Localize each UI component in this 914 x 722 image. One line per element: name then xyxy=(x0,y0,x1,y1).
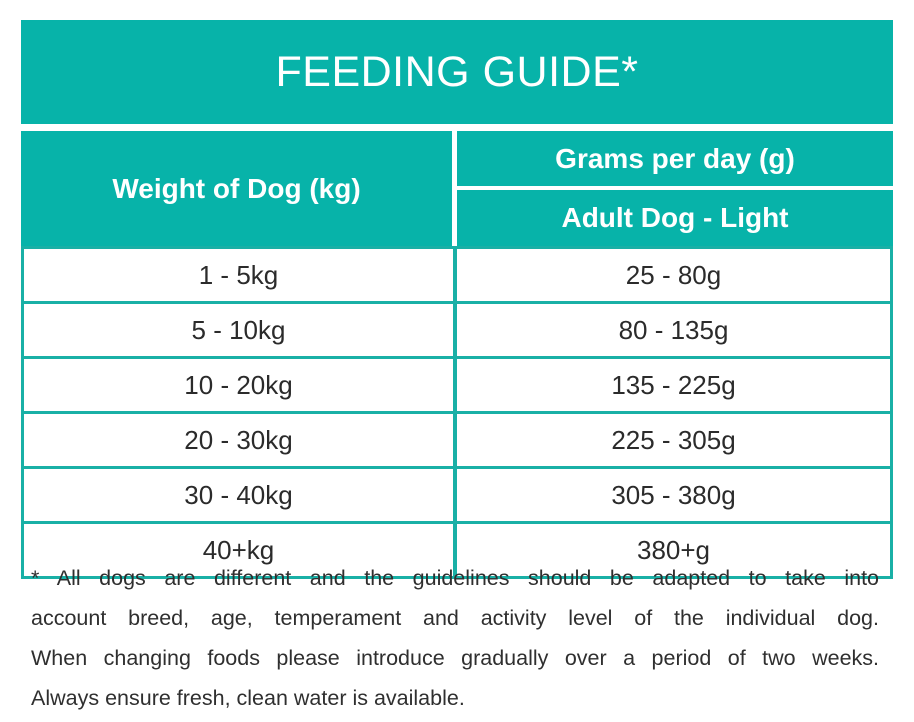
table-row: 1 - 5kg 25 - 80g xyxy=(21,246,893,301)
cell-grams: 380+g xyxy=(457,521,893,579)
feeding-guide-table: FEEDING GUIDE* Weight of Dog (kg) Grams … xyxy=(21,20,893,579)
table-row: 30 - 40kg 305 - 380g xyxy=(21,466,893,521)
cell-grams: 225 - 305g xyxy=(457,411,893,466)
table-row: 20 - 30kg 225 - 305g xyxy=(21,411,893,466)
cell-weight: 40+kg xyxy=(21,521,457,579)
cell-grams: 80 - 135g xyxy=(457,301,893,356)
cell-weight: 20 - 30kg xyxy=(21,411,457,466)
table-row: 10 - 20kg 135 - 225g xyxy=(21,356,893,411)
title-header-gap-row xyxy=(21,124,893,131)
cell-weight: 10 - 20kg xyxy=(21,356,457,411)
table-header-row-sub: Adult Dog - Light xyxy=(21,190,893,246)
table-row: 5 - 10kg 80 - 135g xyxy=(21,301,893,356)
footnote-line-3: When changing foods please introduce gra… xyxy=(31,646,879,670)
table-row: 40+kg 380+g xyxy=(21,521,893,579)
column-header-weight: Weight of Dog (kg) xyxy=(21,131,457,246)
title-header-gap xyxy=(21,124,893,131)
cell-weight: 5 - 10kg xyxy=(21,301,457,356)
cell-grams: 135 - 225g xyxy=(457,356,893,411)
cell-weight: 1 - 5kg xyxy=(21,246,457,301)
table-header-row-top: Weight of Dog (kg) Grams per day (g) xyxy=(21,131,893,246)
column-header-grams-group: Grams per day (g) xyxy=(457,131,893,190)
column-header-grams-sub: Adult Dog - Light xyxy=(457,190,893,246)
cell-grams: 25 - 80g xyxy=(457,246,893,301)
page-title: FEEDING GUIDE* xyxy=(275,48,639,96)
table-title-row: FEEDING GUIDE* xyxy=(21,20,893,124)
cell-grams: 305 - 380g xyxy=(457,466,893,521)
cell-weight: 30 - 40kg xyxy=(21,466,457,521)
footnote-line-1: * All dogs are different and the guideli… xyxy=(31,566,879,590)
footnote-line-2: account breed, age, temperament and acti… xyxy=(31,606,879,630)
footnote-line-4: Always ensure fresh, clean water is avai… xyxy=(31,686,465,710)
table-title-cell: FEEDING GUIDE* xyxy=(21,20,893,124)
footnote: * All dogs are different and the guideli… xyxy=(31,558,879,718)
